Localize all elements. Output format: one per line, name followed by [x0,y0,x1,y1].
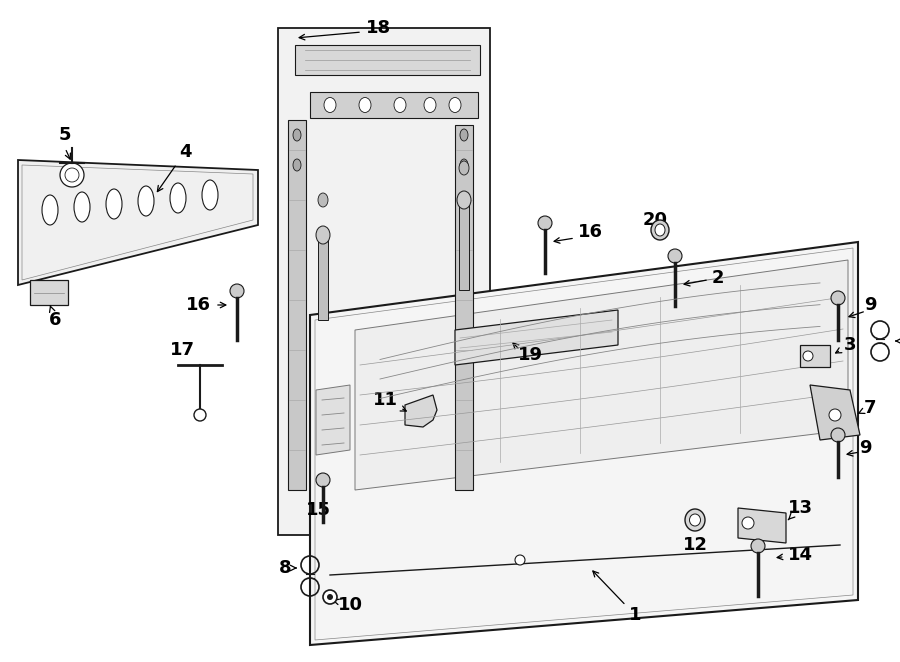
Ellipse shape [459,193,469,207]
Polygon shape [405,395,437,427]
Text: 17: 17 [169,341,194,359]
Ellipse shape [424,97,436,113]
Ellipse shape [202,180,218,210]
Text: 3: 3 [836,336,856,354]
Polygon shape [18,160,258,285]
Ellipse shape [170,183,186,213]
Polygon shape [355,260,848,490]
Text: 9: 9 [864,296,877,314]
Ellipse shape [689,514,700,526]
Circle shape [742,517,754,529]
Text: 4: 4 [158,143,191,191]
Polygon shape [295,45,480,75]
Text: 19: 19 [518,346,543,364]
Text: 14: 14 [778,546,813,564]
Circle shape [327,594,333,600]
Ellipse shape [831,291,845,305]
Ellipse shape [449,97,461,113]
Ellipse shape [230,284,244,298]
Text: 18: 18 [365,19,391,37]
Text: 9: 9 [859,439,871,457]
Ellipse shape [460,129,468,141]
Text: 15: 15 [305,501,330,519]
Bar [318,230,328,320]
Text: 13: 13 [788,499,813,520]
Bar [30,280,68,305]
Ellipse shape [138,186,154,216]
Text: 20: 20 [643,211,668,229]
Ellipse shape [318,193,328,207]
Ellipse shape [831,428,845,442]
Text: 5: 5 [58,126,71,144]
Ellipse shape [459,161,469,175]
Polygon shape [316,385,350,455]
Ellipse shape [106,189,122,219]
Ellipse shape [293,159,301,171]
Ellipse shape [460,159,468,171]
Ellipse shape [316,473,330,487]
Ellipse shape [457,191,471,209]
Bar [459,195,469,290]
Polygon shape [800,345,830,367]
Polygon shape [455,310,618,365]
Ellipse shape [655,224,665,236]
Circle shape [65,168,79,182]
Circle shape [194,409,206,421]
Ellipse shape [324,97,336,113]
Text: 8: 8 [896,332,900,350]
Text: 1: 1 [593,571,641,624]
Ellipse shape [651,220,669,240]
Text: 8: 8 [279,559,292,577]
Ellipse shape [685,509,705,531]
Circle shape [829,409,841,421]
Ellipse shape [668,249,682,263]
Polygon shape [310,242,858,645]
Polygon shape [278,28,490,535]
Polygon shape [310,92,478,118]
Ellipse shape [74,192,90,222]
Ellipse shape [359,97,371,113]
Circle shape [323,590,337,604]
Polygon shape [810,385,860,440]
Text: 11: 11 [373,391,406,411]
Circle shape [515,555,525,565]
Text: 7: 7 [859,399,877,417]
Ellipse shape [394,97,406,113]
Ellipse shape [42,195,58,225]
Bar [288,120,306,490]
Text: 16: 16 [185,296,211,314]
Ellipse shape [538,216,552,230]
Ellipse shape [751,539,765,553]
Circle shape [60,163,84,187]
Polygon shape [738,508,786,543]
Ellipse shape [318,228,328,242]
Text: 10: 10 [332,596,363,614]
Bar [455,125,473,490]
Text: 12: 12 [682,536,707,554]
Text: 2: 2 [684,269,724,287]
Text: 6: 6 [49,306,61,329]
Text: 16: 16 [578,223,603,241]
Circle shape [803,351,813,361]
Ellipse shape [293,129,301,141]
Ellipse shape [316,226,330,244]
